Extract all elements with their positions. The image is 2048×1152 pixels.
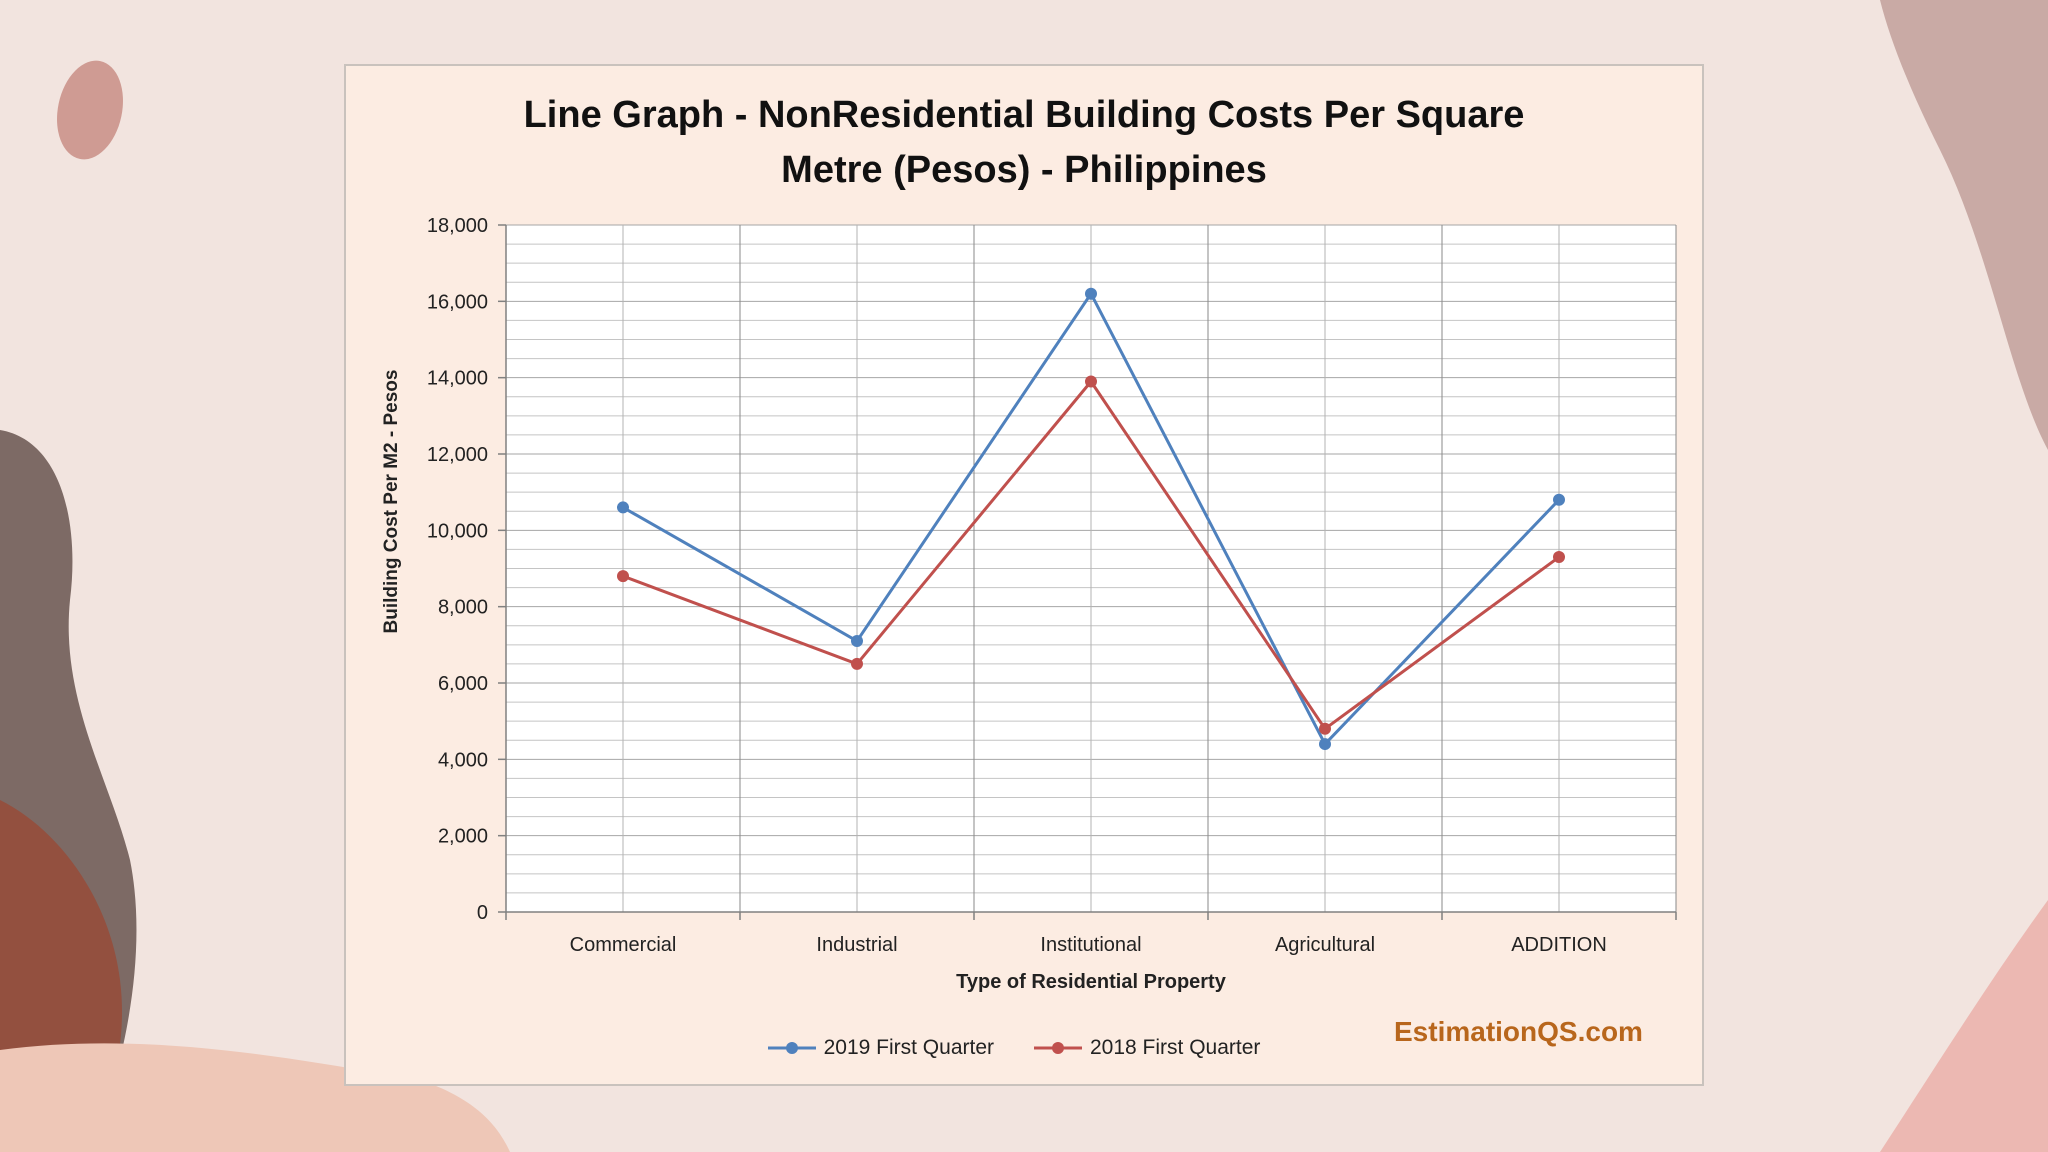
chart-card: Line Graph - NonResidential Building Cos… <box>344 64 1704 1086</box>
y-tick-label: 16,000 <box>427 291 488 313</box>
data-point <box>617 570 629 583</box>
chart-legend: 2019 First Quarter 2018 First Quarter <box>336 1036 1692 1060</box>
line-chart: 0 2,000 4,000 6,000 8,000 10,000 12,000 14,000 1… <box>381 215 1677 993</box>
decorative-blob <box>1880 0 2048 450</box>
legend-swatch <box>1034 1041 1082 1055</box>
x-tick-label: Agricultural <box>1275 934 1375 956</box>
data-point <box>617 501 629 514</box>
brand-watermark: EstimationQS.com <box>1394 1016 1643 1047</box>
data-point <box>1553 551 1565 564</box>
chart-title-line-1: Line Graph - NonResidential Building Cos… <box>523 94 1525 136</box>
data-point <box>851 635 863 648</box>
y-tick-label: 4,000 <box>438 749 488 771</box>
y-tick-label: 8,000 <box>438 597 488 619</box>
chart-title-line-2: Metre (Pesos) - Philippines <box>781 149 1267 191</box>
legend-item: 2019 First Quarter <box>767 1036 994 1060</box>
x-tick-label: Institutional <box>1040 934 1141 956</box>
data-point <box>1319 738 1331 751</box>
data-point <box>1319 722 1331 735</box>
legend-swatch <box>767 1041 816 1055</box>
y-tick-label: 2,000 <box>438 826 488 848</box>
y-tick-label: 6,000 <box>438 673 488 695</box>
data-point <box>851 657 863 670</box>
data-point <box>1085 287 1097 300</box>
data-point <box>1553 493 1565 506</box>
y-tick-label: 12,000 <box>427 444 488 466</box>
y-tick-label: 14,000 <box>427 368 488 390</box>
chart-title: Line Graph - NonResidential Building Cos… <box>346 88 1702 198</box>
y-tick-label: 10,000 <box>427 520 488 542</box>
legend-label: 2019 First Quarter <box>823 1036 994 1059</box>
y-axis-title: Building Cost Per M2 - Pesos <box>381 370 402 634</box>
data-point <box>1085 375 1097 388</box>
legend-label: 2018 First Quarter <box>1090 1036 1261 1059</box>
legend-item: 2018 First Quarter <box>1034 1036 1260 1060</box>
y-tick-label: 18,000 <box>427 215 488 237</box>
x-tick-label: Industrial <box>816 934 897 956</box>
y-tick-label: 0 <box>477 902 488 924</box>
decorative-blob <box>1880 900 2048 1152</box>
decorative-blob <box>0 1043 510 1152</box>
x-axis-title: Type of Residential Property <box>956 971 1227 993</box>
x-tick-label: ADDITION <box>1511 934 1607 956</box>
x-tick-label: Commercial <box>570 934 677 956</box>
decorative-blob <box>57 60 123 160</box>
